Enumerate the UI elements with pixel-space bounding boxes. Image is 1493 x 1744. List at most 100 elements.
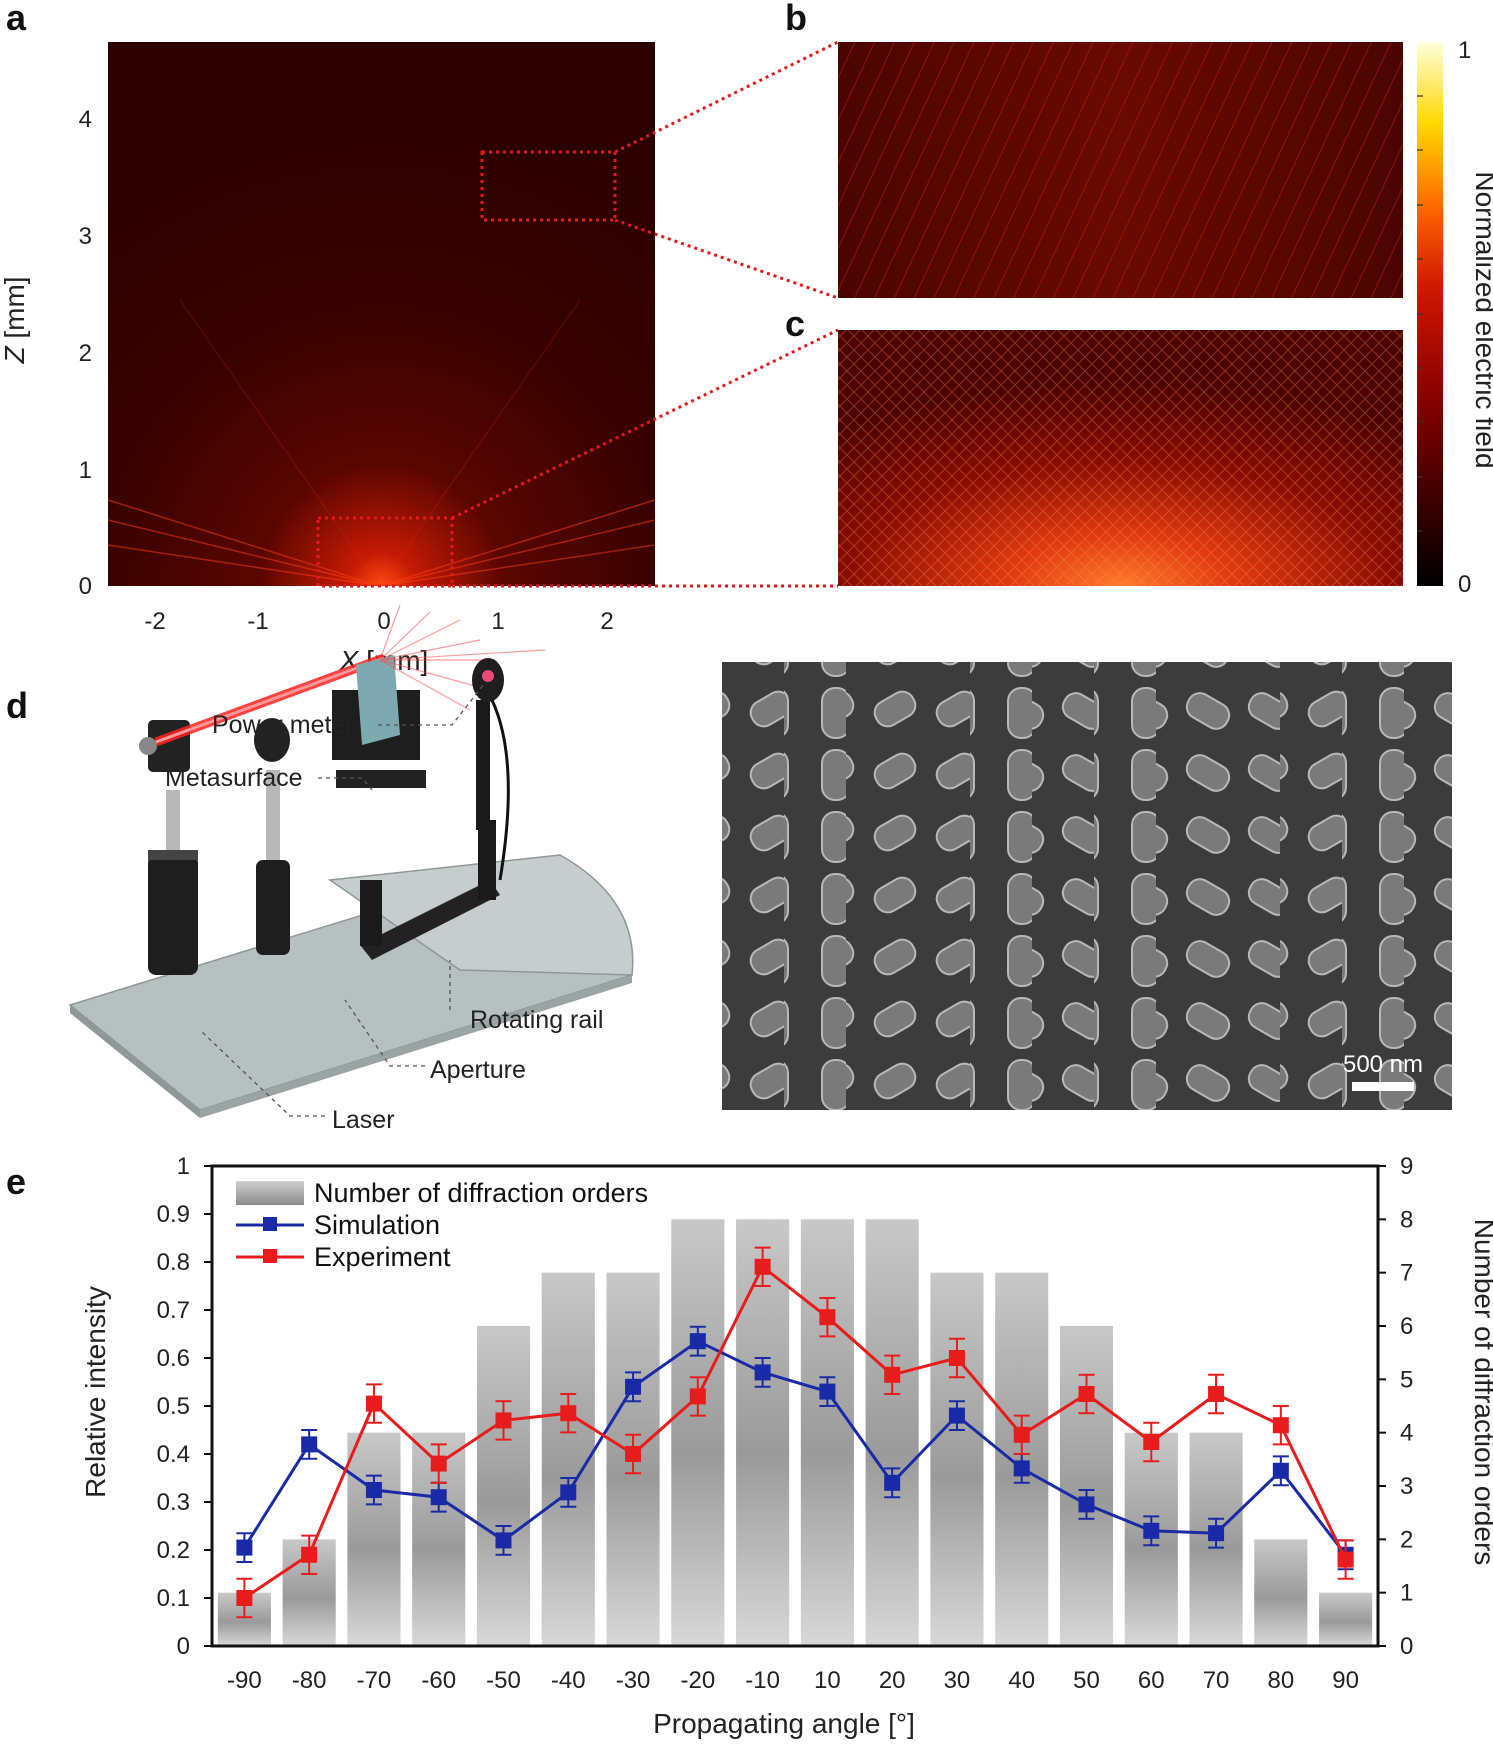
y-tick-label: 0.7 [157, 1297, 190, 1324]
x-tick-label: 40 [1008, 1667, 1035, 1694]
panel-label-c: c [785, 303, 805, 344]
legend-label-bars: Number of diffraction orders [314, 1178, 648, 1208]
x-tick-label: -20 [680, 1667, 715, 1694]
x-tick-label: -60 [421, 1667, 456, 1694]
bar-diffraction-orders [865, 1219, 919, 1646]
series-line-simulation [243, 1339, 1347, 1556]
data-point-experiment [1337, 1551, 1354, 1568]
data-point-experiment [625, 1446, 642, 1462]
data-point-simulation [948, 1407, 965, 1424]
data-point-simulation [754, 1364, 771, 1381]
x-tick-label: 30 [944, 1667, 971, 1694]
data-point-experiment [819, 1309, 836, 1326]
bar-diffraction-orders [1254, 1539, 1308, 1646]
panel-a-x-tick: 1 [491, 608, 504, 635]
data-point-simulation [1143, 1522, 1160, 1539]
data-point-simulation [430, 1489, 447, 1506]
x-tick-label: 60 [1138, 1667, 1165, 1694]
y-tick-label: 0.5 [157, 1393, 190, 1420]
x-tick-label: -40 [551, 1667, 586, 1694]
panel-a-field-map [107, 42, 656, 588]
bar-diffraction-orders [541, 1272, 595, 1646]
callout-aperture: Aperture [430, 1056, 526, 1084]
panel-c-zoom-map [838, 330, 1403, 586]
y2-tick-label: 0 [1400, 1633, 1413, 1660]
panel-a-y-tick: 3 [79, 223, 92, 250]
y2-tick-label: 5 [1400, 1366, 1413, 1393]
x-tick-label: -50 [486, 1667, 521, 1694]
data-point-experiment [1272, 1417, 1289, 1434]
y-tick-label: 0 [177, 1633, 190, 1660]
y2-tick-label: 4 [1400, 1420, 1413, 1447]
panel-label-b: b [785, 0, 807, 38]
bar-diffraction-orders [1319, 1592, 1373, 1646]
data-point-simulation [301, 1436, 318, 1453]
data-point-experiment [1143, 1434, 1160, 1450]
x-tick-label: 90 [1332, 1667, 1359, 1694]
x-tick-label: -70 [357, 1667, 392, 1694]
x-tick-label: -10 [745, 1667, 780, 1694]
data-point-experiment [689, 1388, 706, 1405]
panel-label-e: e [6, 1161, 26, 1202]
x-tick-label: -80 [292, 1667, 327, 1694]
panel-a-y-ticks: 0 1 2 3 4 [79, 106, 92, 600]
y2-tick-label: 6 [1400, 1313, 1413, 1340]
data-point-simulation [1078, 1496, 1095, 1513]
data-point-experiment [560, 1405, 577, 1422]
panel-a-y-tick: 2 [79, 340, 92, 367]
data-point-experiment [430, 1455, 447, 1472]
y-tick-label: 0.1 [157, 1585, 190, 1612]
legend-marker-experiment [263, 1249, 277, 1263]
panel-b-zoom-map [838, 42, 1403, 298]
y2-tick-label: 7 [1400, 1260, 1413, 1287]
series-line-experiment [243, 1264, 1347, 1600]
data-point-simulation [1208, 1525, 1225, 1542]
y2-tick-label: 2 [1400, 1526, 1413, 1553]
data-point-simulation [625, 1378, 642, 1395]
x-tick-label: 10 [814, 1667, 841, 1694]
x-tick-label: 80 [1267, 1667, 1294, 1694]
data-point-simulation [495, 1532, 512, 1549]
data-point-simulation [1272, 1462, 1289, 1479]
panel-label-a: a [6, 0, 27, 38]
y-tick-label: 1 [177, 1153, 190, 1180]
callout-metasurface: Metasurface [165, 764, 303, 792]
scale-bar [1352, 1082, 1414, 1091]
panel-a-x-tick: -2 [144, 608, 165, 635]
data-point-experiment [301, 1546, 318, 1563]
data-point-simulation [236, 1539, 253, 1556]
panel-a-x-ticks: -2 -1 0 1 2 [144, 608, 613, 635]
callout-power-meter: Power meter [212, 711, 354, 739]
data-point-simulation [1013, 1460, 1030, 1477]
data-point-simulation [819, 1383, 836, 1400]
panel-a-x-tick: -1 [247, 608, 268, 635]
data-point-simulation [560, 1484, 577, 1501]
x-tick-label: 70 [1203, 1667, 1230, 1694]
panel-a-x-tick: 2 [600, 608, 613, 635]
colorbar-max: 1 [1458, 37, 1471, 64]
chart-x-label: Propagating angle [°] [653, 1708, 915, 1739]
y2-tick-label: 8 [1400, 1206, 1413, 1233]
data-point-experiment [948, 1350, 965, 1366]
bar-diffraction-orders [930, 1272, 984, 1646]
scale-bar-label: 500 nm [1343, 1051, 1423, 1078]
panel-a-y-tick: 0 [79, 573, 92, 600]
data-point-experiment [495, 1412, 512, 1429]
panel-a-y-label: Z [mm] [0, 276, 30, 364]
bar-diffraction-orders [800, 1219, 854, 1646]
panel-a-y-tick: 1 [79, 457, 92, 484]
panel-a-y-tick: 4 [79, 106, 92, 133]
colorbar-min: 0 [1458, 571, 1471, 598]
bar-diffraction-orders [736, 1219, 790, 1646]
data-point-experiment [1208, 1386, 1225, 1402]
callout-laser: Laser [332, 1106, 395, 1134]
legend-marker-simulation [263, 1217, 277, 1231]
callout-rotating-rail: Rotating rail [470, 1006, 603, 1034]
callout-lines [199, 683, 485, 1117]
data-point-experiment [365, 1395, 382, 1412]
x-tick-label: -90 [227, 1667, 262, 1694]
y-tick-label: 0.4 [157, 1441, 190, 1468]
panel-label-d: d [6, 685, 28, 726]
bar-diffraction-orders [476, 1326, 531, 1646]
